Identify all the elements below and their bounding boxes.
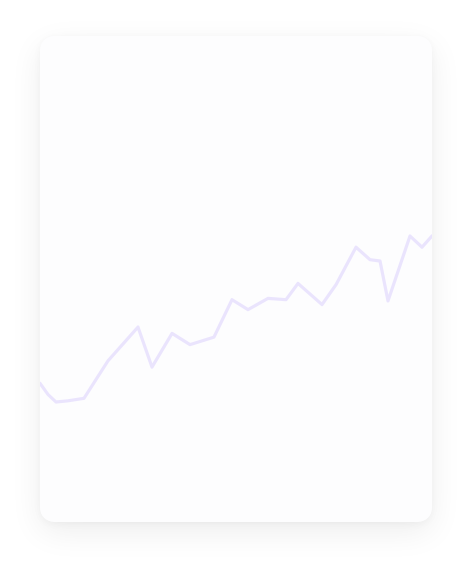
sparkline-chart [40, 234, 432, 404]
sparkline-line [40, 234, 432, 404]
sparkline-card [40, 36, 432, 522]
